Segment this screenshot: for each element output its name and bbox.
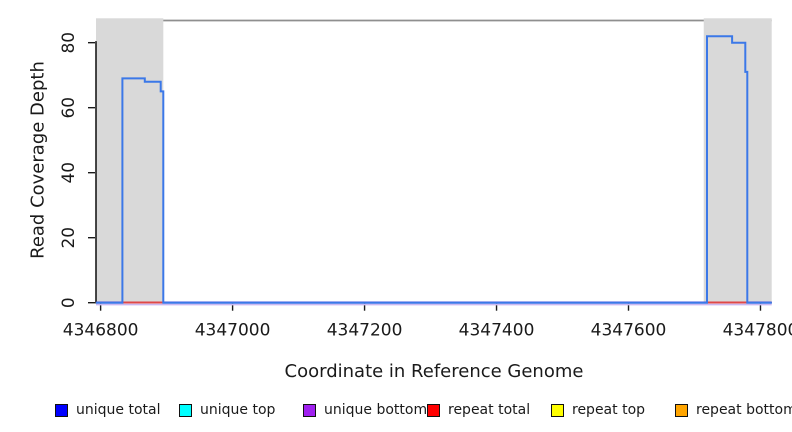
legend-item-repeat-total: repeat total — [427, 398, 530, 422]
legend: unique total unique top unique bottom repea… — [0, 398, 792, 424]
legend-label: repeat top — [572, 402, 646, 418]
x-tick-label: 4347200 — [327, 321, 403, 341]
legend-label: repeat total — [448, 402, 531, 418]
legend-label: unique total — [76, 402, 161, 418]
legend-item-repeat-bottom: repeat bottom — [675, 398, 792, 422]
legend-swatch-icon — [551, 403, 564, 417]
x-tick-label: 4347800 — [723, 321, 792, 341]
legend-label: unique bottom — [324, 402, 428, 418]
coverage-chart: 4346800 4347000 4347200 4347400 4347600 43478… — [59, 18, 792, 341]
y-tick-label: 20 — [59, 227, 79, 249]
y-axis-title: Read Coverage Depth — [27, 61, 49, 259]
legend-item-repeat-top: repeat top — [551, 398, 645, 422]
legend-item-unique-top: unique top — [179, 398, 275, 422]
legend-label: unique top — [200, 402, 276, 418]
legend-swatch-icon — [303, 403, 316, 417]
right-read-region-band — [703, 18, 772, 303]
legend-swatch-icon — [55, 403, 68, 417]
legend-swatch-icon — [427, 403, 440, 417]
unique-total-coverage-line — [96, 35, 772, 304]
x-tick-label: 4347000 — [195, 321, 271, 341]
left-read-region-band — [96, 18, 164, 303]
legend-label: repeat bottom — [696, 402, 792, 418]
x-tick-label: 4347400 — [459, 321, 535, 341]
y-tick-label: 0 — [59, 297, 79, 308]
y-tick-label: 40 — [59, 162, 79, 184]
y-tick-label: 60 — [59, 97, 79, 119]
y-tick-label: 80 — [59, 32, 79, 54]
x-tick-label: 4346800 — [63, 321, 139, 341]
x-tick-label: 4347600 — [591, 321, 667, 341]
x-axis-title: Coordinate in Reference Genome — [284, 361, 584, 382]
legend-swatch-icon — [179, 403, 192, 417]
legend-item-unique-bottom: unique bottom — [303, 398, 427, 422]
legend-item-unique-total: unique total — [55, 398, 160, 422]
legend-swatch-icon — [675, 403, 688, 417]
